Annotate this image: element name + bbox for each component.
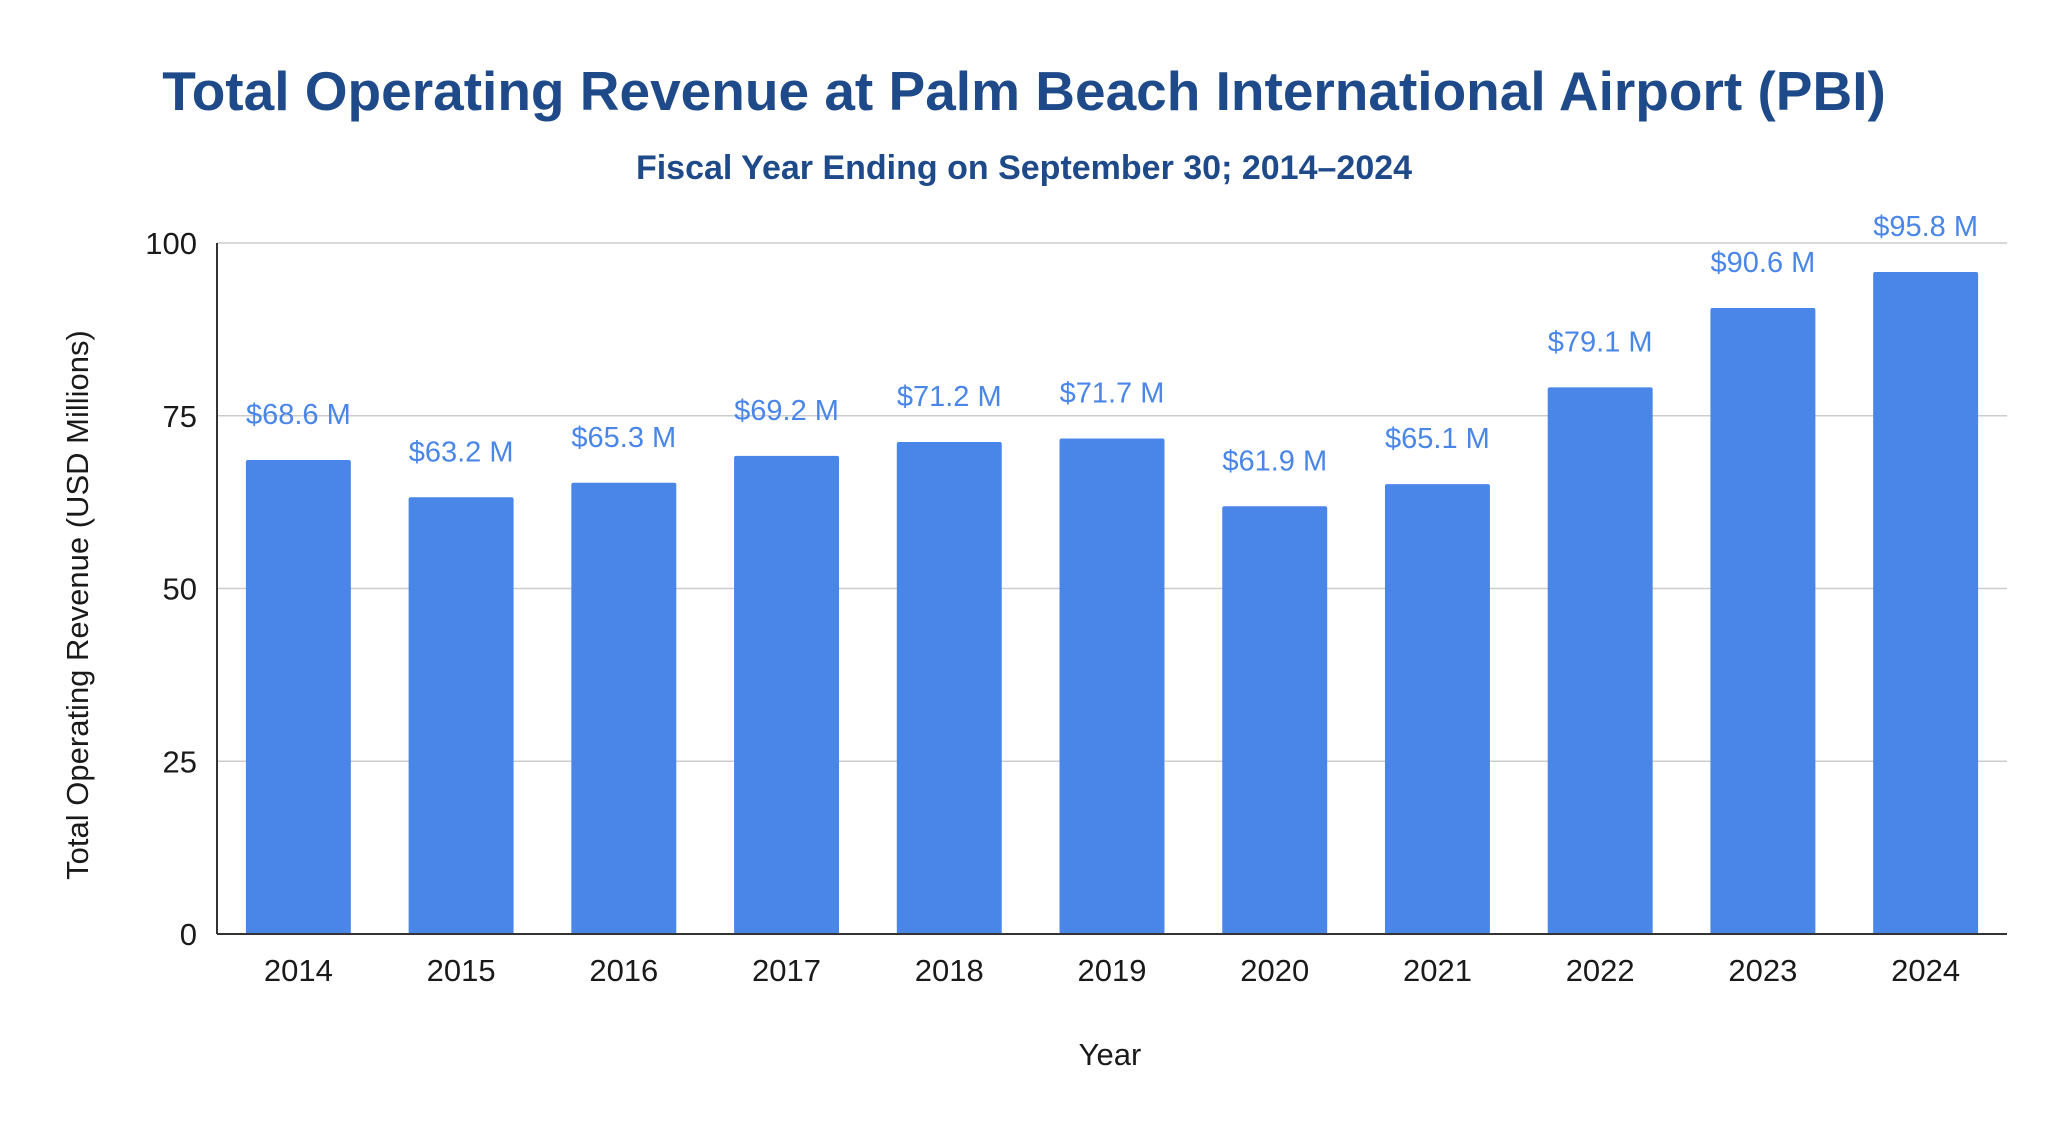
data-label-2024: $95.8 M [1873,211,1978,243]
bar-2022 [1547,387,1653,934]
x-tick-label: 2024 [1891,953,1960,988]
data-label-2017: $69.2 M [734,395,839,427]
chart-title: Total Operating Revenue at Palm Beach In… [162,60,1886,122]
y-tick-label: 75 [163,399,197,434]
x-tick-label: 2023 [1728,953,1797,988]
data-labels: $68.6 M $63.2 M $65.3 M $69.2 M $71.2 M $71.7… [246,211,1978,477]
bar-2024 [1873,272,1979,935]
bar-2020 [1222,506,1328,934]
data-label-2020: $61.9 M [1222,445,1327,477]
data-label-2018: $71.2 M [897,381,1002,413]
x-tick-label: 2022 [1566,953,1635,988]
x-tick-label: 2019 [1078,953,1147,988]
data-label-2022: $79.1 M [1548,326,1653,358]
bar-2019 [1059,438,1165,934]
bar-2021 [1384,484,1490,934]
y-tick-label: 50 [163,572,197,607]
x-tick-label: 2021 [1403,953,1472,988]
bar-2023 [1710,307,1816,935]
x-axis-title: Year [1079,1037,1142,1072]
x-tick-label: 2016 [589,953,658,988]
x-tick-label: 2018 [915,953,984,988]
bars [245,272,1979,935]
y-tick-label: 25 [163,744,197,779]
data-label-2019: $71.7 M [1060,378,1165,410]
y-tick-labels: 0 25 50 75 100 [145,226,197,952]
x-tick-label: 2020 [1240,953,1309,988]
bar-2018 [896,442,1002,934]
x-tick-labels: 2014 2015 2016 2017 2018 2019 2020 2021 2022 2023… [264,953,1960,988]
data-label-2016: $65.3 M [571,422,676,454]
x-tick-label: 2015 [427,953,496,988]
y-tick-label: 100 [145,226,197,261]
chart-subtitle: Fiscal Year Ending on September 30; 2014… [635,149,1413,187]
x-tick-label: 2014 [264,953,333,988]
y-axis-title: Total Operating Revenue (USD Millions) [60,330,95,880]
bar-2016 [571,482,677,934]
x-tick-label: 2017 [752,953,821,988]
axes [216,243,2007,935]
y-tick-label: 0 [180,917,197,952]
data-label-2021: $65.1 M [1385,423,1490,455]
data-label-2023: $90.6 M [1711,247,1816,279]
bar-2017 [734,455,840,934]
data-label-2015: $63.2 M [409,436,514,468]
data-label-2014: $68.6 M [246,399,351,431]
bar-2015 [408,497,514,934]
bar-2014 [245,459,351,934]
